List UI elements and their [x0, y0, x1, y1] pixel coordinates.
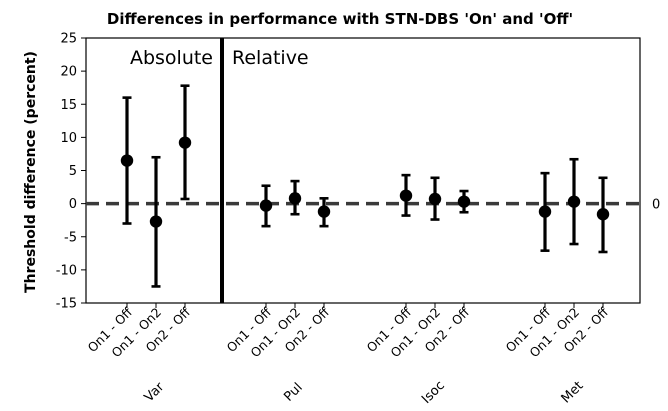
- mean-point: [428, 192, 442, 206]
- mean-point: [120, 154, 134, 167]
- group-label: Met: [559, 379, 587, 407]
- mean-point: [259, 199, 273, 212]
- y-tick-label: 25: [60, 32, 77, 47]
- y-tick-label: 10: [60, 131, 77, 146]
- y-tick-label: -15: [56, 297, 77, 312]
- y-tick-label: 15: [60, 98, 77, 113]
- group-label: Pul: [281, 380, 305, 404]
- mean-point: [457, 195, 471, 208]
- plot-frame: [85, 37, 641, 304]
- group-label: Var: [142, 379, 168, 405]
- mean-point: [538, 205, 552, 218]
- chart-title: Differences in performance with STN-DBS …: [107, 10, 573, 28]
- mean-point: [596, 208, 610, 221]
- region-label-absolute: Absolute: [130, 47, 213, 69]
- zero-line-label: 0: [652, 198, 660, 213]
- region-label-relative: Relative: [232, 47, 309, 69]
- y-tick-label: 5: [69, 164, 77, 179]
- y-tick-label: 20: [60, 65, 77, 80]
- mean-point: [149, 215, 163, 228]
- y-axis-label: Threshold difference (percent): [23, 51, 39, 293]
- y-tick-label: 0: [69, 197, 77, 212]
- mean-point: [399, 189, 413, 202]
- mean-point: [288, 192, 302, 205]
- group-label: Isoc: [419, 378, 448, 407]
- y-tick-label: -10: [56, 263, 77, 278]
- y-tick-label: -5: [64, 230, 77, 245]
- mean-point: [178, 136, 192, 149]
- mean-point: [567, 195, 581, 208]
- mean-point: [317, 205, 331, 218]
